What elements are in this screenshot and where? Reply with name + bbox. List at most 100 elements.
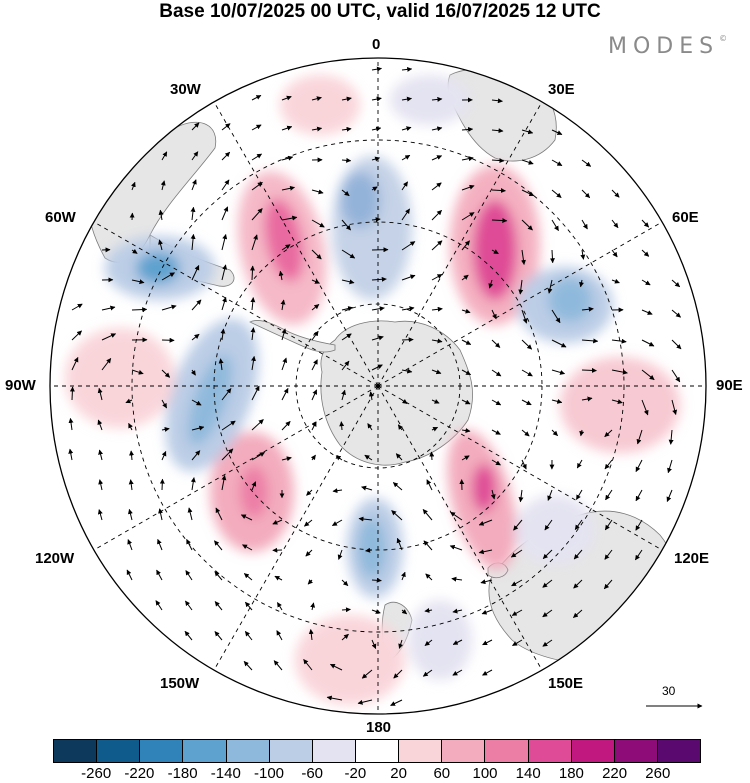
wind-vector-arrow <box>461 399 471 405</box>
colorbar-cell <box>226 740 270 762</box>
wind-vector-arrow <box>97 509 103 521</box>
wind-vector-arrow <box>341 279 355 285</box>
wind-vector-arrow <box>371 335 384 341</box>
wind-vector-arrow <box>611 219 619 229</box>
wind-vector-arrow <box>431 399 440 404</box>
wind-vector-arrow <box>671 279 681 288</box>
wind-vector-arrow <box>431 306 443 312</box>
wind-vector-arrow <box>161 427 170 432</box>
negative-anomaly-greenwich-core <box>340 172 380 228</box>
wind-vector-arrow <box>371 217 381 223</box>
wind-vector-arrow <box>251 153 263 161</box>
wind-vector-arrow <box>341 389 346 401</box>
lon-label-150w: 150W <box>160 675 200 692</box>
meridian-line <box>377 99 544 387</box>
meridian-line <box>377 220 665 387</box>
wind-vector-arrow <box>431 182 442 191</box>
wind-vector-arrow <box>190 369 196 376</box>
wind-vector-arrow <box>251 355 256 371</box>
wind-vector-arrow <box>521 189 535 197</box>
wind-vector-arrow <box>544 519 553 531</box>
wind-vector-arrow <box>243 573 253 581</box>
wind-vector-arrow <box>401 274 416 281</box>
wind-vector-arrow <box>214 540 223 551</box>
wind-vector-arrow <box>581 189 591 199</box>
negative-anomaly-indian-core <box>548 278 592 322</box>
wind-vector-arrow <box>158 239 163 251</box>
wind-vector-arrow <box>401 154 411 161</box>
modes-logo: MODES© <box>608 34 727 59</box>
wind-vector-arrow <box>250 297 256 311</box>
wind-vector-arrow <box>401 126 412 132</box>
wind-vector-arrow <box>278 270 284 281</box>
wind-vector-arrow <box>551 429 558 437</box>
wind-vector-arrow <box>461 156 474 162</box>
wind-vector-arrow <box>131 248 138 254</box>
lon-label-90e: 90E <box>716 377 743 394</box>
wind-vector-arrow <box>392 482 403 491</box>
wind-vector-arrow <box>401 181 409 191</box>
wind-vector-arrow <box>431 338 443 344</box>
wind-vector-arrow <box>242 544 253 551</box>
wind-vector-arrow <box>398 639 404 649</box>
wind-vector-arrow <box>221 179 230 191</box>
wind-vector-arrow <box>251 385 260 401</box>
wind-vector-arrow <box>461 455 470 461</box>
wind-vector-arrow <box>551 189 562 198</box>
wind-vector-arrow <box>423 540 433 551</box>
wind-vector-arrow <box>429 451 435 461</box>
wind-vector-arrow <box>511 579 523 587</box>
wind-vector-arrow <box>305 549 313 557</box>
wind-vector-arrow <box>341 219 351 231</box>
wind-vector-arrow <box>611 189 620 198</box>
wind-vector-arrow <box>604 549 613 560</box>
colorbar-cell <box>442 740 486 762</box>
wind-vector-arrow <box>190 477 196 491</box>
colorbar-tick-label: 260 <box>645 765 671 782</box>
colorbar-tick-label: 100 <box>472 765 498 782</box>
wind-vector-arrow <box>488 279 494 289</box>
colorbar-tick-label: -20 <box>344 765 367 782</box>
colorbar-cell <box>54 740 98 762</box>
wind-vector-arrow <box>393 669 403 679</box>
wind-vector-arrow <box>397 424 403 431</box>
wind-vector-arrow <box>245 601 253 611</box>
wind-vector-arrow <box>251 94 262 101</box>
wind-vector-arrow <box>518 279 524 295</box>
wind-vector-arrow <box>401 368 413 374</box>
wind-vector-arrow <box>551 398 563 404</box>
meridians <box>50 58 706 714</box>
wind-vector-arrow <box>604 519 613 531</box>
wind-vector-arrow <box>130 181 136 191</box>
lon-label-30e: 30E <box>548 81 575 98</box>
wind-vector-arrow <box>452 608 463 614</box>
wind-vector-arrow <box>401 398 408 405</box>
wind-vector-arrow <box>449 544 463 551</box>
wind-vector-arrow <box>603 579 613 590</box>
wind-vector-arrow <box>281 357 288 371</box>
wind-vector-arrow <box>422 509 433 521</box>
wind-vector-arrow <box>221 475 227 491</box>
wind-vector-arrow <box>641 219 650 228</box>
wind-vector-arrow <box>357 699 373 705</box>
wind-vector-arrow <box>573 609 583 618</box>
wind-vector-arrow <box>341 633 349 641</box>
wind-vector-arrow <box>551 369 566 375</box>
wind-vector-arrow <box>491 309 497 320</box>
wind-vector-arrow <box>401 571 406 581</box>
wind-vector-arrow <box>243 661 253 671</box>
meridian-line <box>212 99 379 387</box>
wind-vector-arrow <box>371 609 381 614</box>
wind-vector-arrow <box>574 519 583 531</box>
meridian-line <box>377 385 665 552</box>
wind-vector-arrow <box>281 387 289 401</box>
wind-vector-arrow <box>461 240 470 251</box>
colorbar-tick-label: -260 <box>81 765 112 782</box>
wind-vector-arrow <box>191 450 201 461</box>
wind-vector-arrow <box>371 66 382 72</box>
wind-vector-arrow <box>304 519 313 527</box>
colorbar-cell <box>97 740 141 762</box>
wind-vector-arrow <box>611 278 620 284</box>
wind-vector-arrow <box>125 398 133 404</box>
